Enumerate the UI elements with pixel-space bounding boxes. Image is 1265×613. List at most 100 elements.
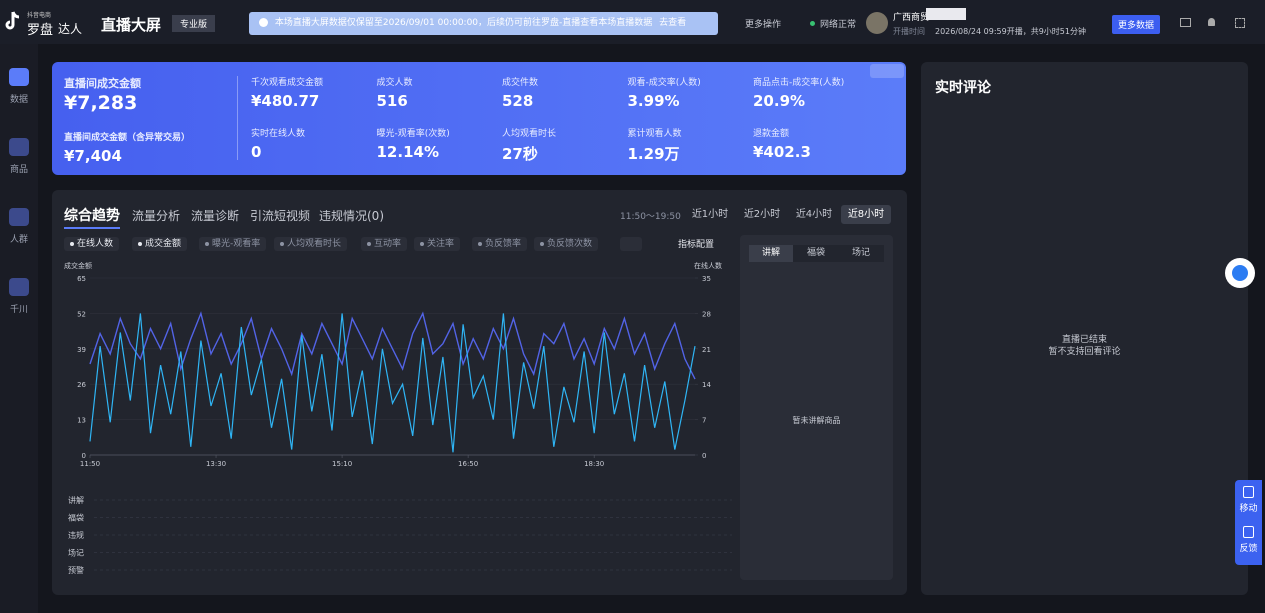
sidebar-icon [9,278,29,296]
metric-chip[interactable]: 人均观看时长 [274,237,348,251]
network-status: 网络正常 [820,20,857,30]
side-tab[interactable]: 场记 [851,248,870,258]
metric-chip[interactable]: 在线人数 [64,237,120,251]
sidebar-item[interactable]: 商品 [0,138,38,175]
sidebar-label: 千川 [9,305,28,315]
period-button[interactable]: 近1小时 [691,209,729,220]
metric-chip[interactable]: 成交金额 [132,237,188,251]
assistant-button[interactable] [1225,258,1255,288]
sidebar-item[interactable]: 人群 [0,208,38,245]
trend-tab[interactable]: 综合趋势 [64,205,120,229]
period-button[interactable]: 近4小时 [795,209,833,220]
y-tick-label: 13 [77,417,86,425]
float-icon [1243,526,1254,538]
logo-icon [5,11,20,30]
more-actions[interactable]: 更多操作 [745,20,782,30]
bell-icon[interactable] [1208,18,1215,26]
metric-chip[interactable]: 负反馈次数 [534,237,599,251]
metric-value: 3.99% [627,92,680,110]
metric-label: 商品点击-成交率(人数) [753,78,845,88]
fullscreen-icon[interactable] [1235,18,1245,28]
series-line [89,311,696,380]
metric-chip[interactable]: 互动率 [361,237,408,251]
track-label: 讲解 [68,495,84,505]
trend-tab[interactable]: 流量诊断 [191,209,240,223]
metric-value: 1.29万 [627,145,680,163]
float-icon [1243,486,1254,498]
y-tick-label: 39 [77,346,86,354]
float-button[interactable]: 反馈 [1235,526,1262,554]
y2-tick-label: 14 [702,381,711,389]
y-tick-label: 52 [77,310,86,318]
metric-label: 曝光-观看率(次数) [376,129,450,139]
metric-config[interactable]: 指标配置 [678,240,715,250]
period-button[interactable]: 近2小时 [743,209,781,220]
metric-value: ¥480.77 [251,92,320,110]
sidebar-icon [9,138,29,156]
side-tab[interactable]: 讲解 [749,245,793,262]
metric-label: 千次观看成交金额 [251,78,324,88]
chip-arrows[interactable] [620,237,642,251]
metric-value: 27秒 [502,145,538,163]
metric-label: 直播间成交金额 [64,77,141,90]
metric-value: 20.9% [753,92,806,110]
time-range: 11:50～19:50 [620,212,681,222]
y2-tick-label: 0 [702,452,706,460]
sidebar-item[interactable]: 千川 [0,278,38,315]
y2-tick-label: 35 [702,275,711,283]
comments-title: 实时评论 [935,80,991,96]
sidebar-icon [9,68,29,86]
divider [237,76,238,160]
card-tools[interactable] [870,64,904,78]
version-badge[interactable]: 专业版 [172,15,216,32]
metric-label: 成交件数 [502,78,539,88]
metric-chip[interactable]: 关注率 [414,237,461,251]
logo-small: 抖音电商 [27,12,52,19]
track-label: 违规 [68,530,84,540]
y2-tick-label: 7 [702,417,706,425]
sidebar: 数据 商品 人群 千川 [0,44,38,613]
metric-value: 516 [376,92,408,110]
metric-label: 人均观看时长 [502,129,557,139]
track-label: 预警 [68,565,84,575]
side-tab[interactable]: 福袋 [806,248,825,258]
sidebar-label: 数据 [9,95,28,105]
metric-chip[interactable]: 曝光-观看率 [199,237,267,251]
metric-value: ¥402.3 [753,143,811,161]
comments-ended: 直播已结束 [1061,335,1107,345]
x-tick-label: 18:30 [584,460,604,468]
metric-chip[interactable]: 负反馈率 [472,237,528,251]
sidebar-item[interactable]: 数据 [0,68,38,105]
comments-panel: 实时评论 直播已结束 暂不支持回看评论 [921,62,1248,595]
series-line [89,313,696,453]
sidebar-icon [9,208,29,226]
trend-tab[interactable]: 引流短视频 [250,209,311,223]
y-tick-label: 65 [77,275,86,283]
float-label: 反馈 [1239,544,1258,554]
metrics-card: 直播间成交金额 ¥7,283 直播间成交金额（含异常交易） ¥7,404 千次观看成交金… [52,62,906,175]
y-axis-title: 成交金额 [64,261,92,270]
screen-icon[interactable] [1180,18,1191,27]
x-tick-label: 13:30 [206,460,226,468]
metric-label: 直播间成交金额（含异常交易） [64,133,191,143]
trend-tab[interactable]: 违规情况(0) [319,209,384,223]
user-name: 广西商贸 [893,13,930,23]
metric-value: ¥7,404 [64,147,122,165]
redaction [926,8,966,20]
metric-value: 0 [251,143,262,161]
more-data-button[interactable]: 更多数据 [1112,15,1161,34]
y2-tick-label: 28 [702,310,711,318]
trend-tab[interactable]: 流量分析 [132,209,181,223]
period-button[interactable]: 近8小时 [841,205,891,224]
track-label: 场记 [68,549,84,558]
float-buttons: 移动 反馈 [1235,480,1262,565]
x-tick-label: 16:50 [458,460,478,468]
logo-sub: 达人 [58,22,83,36]
metric-label: 实时在线人数 [251,129,306,139]
notice-text: 本场直播大屏数据仅保留至2026/09/01 00:00:00，后续仍可前往罗盘… [274,18,653,28]
float-button[interactable]: 移动 [1235,486,1262,514]
top-bar: 抖音电商 罗盘 达人 直播大屏 专业版 本场直播大屏数据仅保留至2026/09/… [0,0,1265,44]
y2-axis-title: 在线人数 [694,261,722,270]
notice-link[interactable]: 去查看 [659,18,687,28]
